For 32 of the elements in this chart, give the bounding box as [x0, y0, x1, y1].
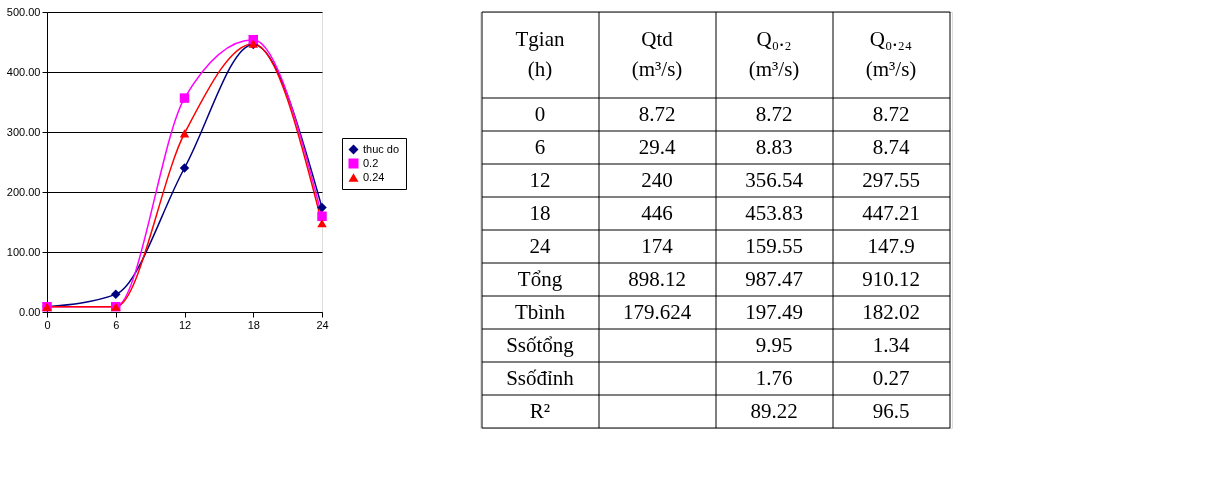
- y-tick-label: 500.00: [6, 5, 41, 18]
- text: 0 8.72 8.72 8.72: [534, 101, 910, 126]
- y-tick-label: 0.00: [19, 305, 41, 318]
- y-tick-label: 200.00: [6, 185, 41, 198]
- point: [179, 163, 190, 173]
- text: Tbình 179.624 197.49 182.02: [514, 299, 920, 324]
- point: [317, 219, 327, 228]
- x-tick-label: 18: [247, 318, 260, 331]
- point: [179, 129, 190, 138]
- text: Tgian (h) Qtd (m³/s) Q₀.₂ (m³/s) Q₀.₂₄ (m³/s): [515, 27, 917, 81]
- text: R² 89.22 96.5: [529, 398, 910, 423]
- point: [317, 211, 327, 222]
- text: Tổng 898.12 987.47 910.12: [517, 266, 920, 291]
- text: 18 446 453.83 447.21: [529, 200, 920, 225]
- point: [179, 93, 190, 103]
- point: [317, 202, 327, 213]
- y-tick-label: 100.00: [6, 245, 41, 258]
- point: [111, 289, 121, 300]
- text: Ssốtổng 9.95 1.34: [506, 332, 910, 357]
- legend-label: 0.2: [363, 156, 379, 169]
- legend-label: 0.24: [363, 170, 385, 183]
- legend-label: thuc do: [363, 142, 400, 155]
- text: Ssốđỉnh 1.76 0.27: [506, 365, 910, 390]
- x-tick-label: 0: [44, 318, 51, 331]
- y-tick-label: 300.00: [6, 125, 41, 138]
- text: 6 29.4 8.83 8.74: [534, 134, 910, 159]
- y-tick-label: 400.00: [6, 65, 41, 78]
- x-tick-label: 12: [178, 318, 192, 331]
- x-tick-label: 24: [316, 318, 329, 331]
- x-tick-label: 6: [113, 318, 120, 331]
- text: 24 174 159.55 147.9: [529, 233, 915, 258]
- text: 12 240 356.54 297.55: [529, 167, 920, 192]
